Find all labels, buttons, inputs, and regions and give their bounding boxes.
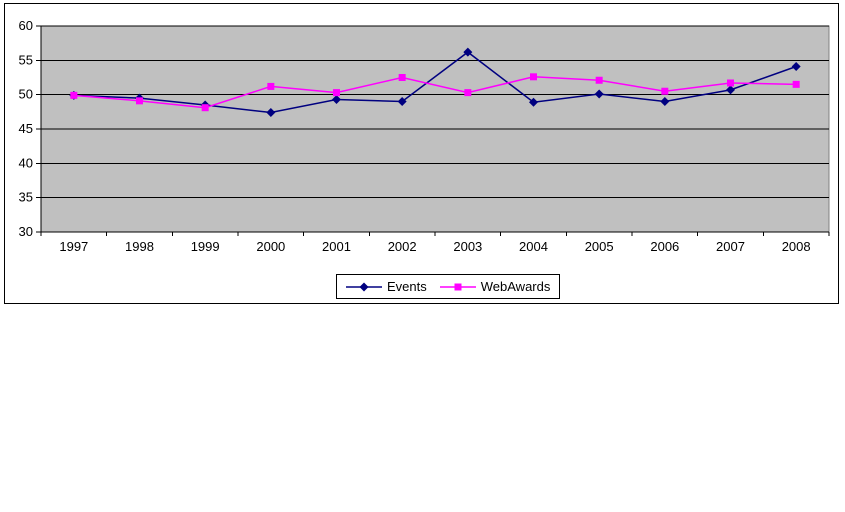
legend: Events WebAwards <box>336 274 561 299</box>
webawards-data-point-marker <box>398 74 406 81</box>
x-axis-tick-label: 2002 <box>388 239 417 254</box>
x-axis-tick-label: 1997 <box>59 239 88 254</box>
x-axis-tick-label: 2006 <box>650 239 679 254</box>
events-data-point-marker <box>660 97 670 107</box>
y-axis-tick-label: 30 <box>19 224 33 239</box>
events-data-point-marker <box>594 89 604 99</box>
events-legend-marker <box>346 282 382 291</box>
events-data-point-marker <box>332 94 341 104</box>
webawards-series-line <box>73 76 797 109</box>
webawards-legend-label: WebAwards <box>480 279 551 294</box>
webawards-data-point-marker <box>267 82 275 90</box>
events-series-line <box>73 51 797 114</box>
x-axis-tick-label: 2004 <box>519 239 548 254</box>
x-axis-tick-label: 2003 <box>453 239 482 254</box>
y-axis-tick-label: 40 <box>19 155 33 170</box>
events-data-point-marker <box>397 97 407 107</box>
events-data-point-marker <box>791 62 801 72</box>
webawards-data-point-marker <box>136 97 143 105</box>
legend-item-webawards: WebAwards <box>439 279 551 294</box>
y-axis-tick-label: 55 <box>19 52 33 67</box>
line-chart: 30 35 40 45 50 55 60 1997 1998 1999 2000 2001 2002 20… <box>19 18 830 254</box>
events-legend-label: Events <box>387 279 427 294</box>
x-axis-tick-label: 2005 <box>585 239 614 254</box>
legend-item-events: Events <box>346 279 427 294</box>
y-axis-tick-label: 45 <box>19 121 33 136</box>
x-axis-tick-label: 2007 <box>716 239 745 254</box>
webawards-data-point-marker <box>201 104 209 112</box>
webawards-legend-marker <box>439 283 476 290</box>
webawards-data-point-marker <box>70 91 78 99</box>
chart-container: 30 35 40 45 50 55 60 1997 1998 1999 2000 2001 2002 20… <box>4 3 839 304</box>
events-data-point-marker <box>266 108 276 118</box>
events-data-point-marker <box>463 47 473 57</box>
webawards-data-point-marker <box>792 80 800 88</box>
webawards-data-point-marker <box>530 73 537 81</box>
y-axis-tick-label: 35 <box>19 190 33 205</box>
webawards-data-point-marker <box>595 76 603 84</box>
x-axis-tick-label: 2001 <box>322 239 351 254</box>
x-axis-tick-label: 1999 <box>191 239 220 254</box>
events-data-point-marker <box>529 97 538 107</box>
events-data-point-marker <box>726 85 735 95</box>
y-axis-tick-label: 60 <box>19 18 33 33</box>
legend-key-marker <box>454 283 462 290</box>
x-axis-tick-label: 1998 <box>125 239 154 254</box>
legend-key-marker <box>359 282 369 291</box>
webawards-data-point-marker <box>727 79 734 87</box>
x-axis-tick-label: 2000 <box>256 239 285 254</box>
x-axis-tick-label: 2008 <box>782 239 811 254</box>
webawards-data-point-marker <box>464 89 472 97</box>
webawards-data-point-marker <box>661 87 669 95</box>
webawards-data-point-marker <box>333 89 340 97</box>
y-axis-tick-label: 50 <box>19 87 33 102</box>
